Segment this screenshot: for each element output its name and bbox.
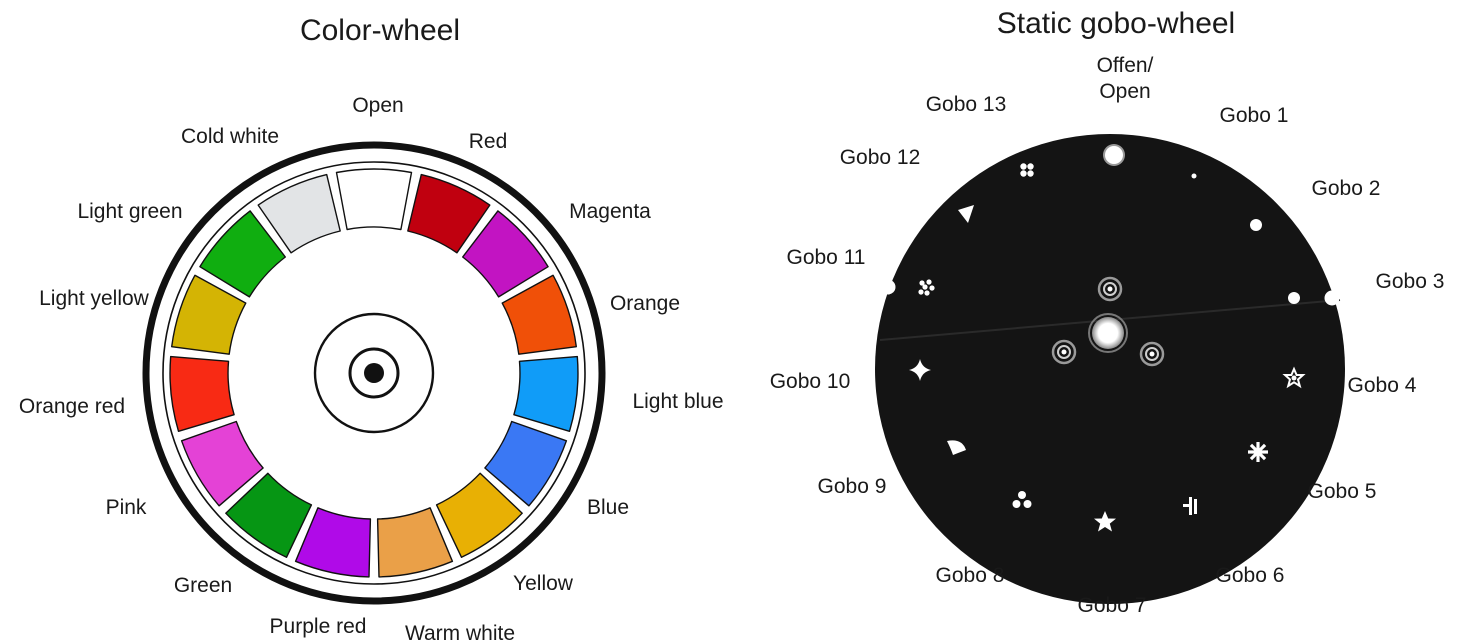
color-slot-warm-white <box>376 507 454 578</box>
color-slot-yellow <box>435 472 523 558</box>
color-label-light-green: Light green <box>77 200 182 223</box>
gobo-label-0: Offen/Open <box>1097 54 1154 103</box>
color-slot-light-blue <box>513 355 579 432</box>
color-slot-green <box>225 472 313 558</box>
gobo-8-three-dots-icon <box>1012 491 1032 508</box>
color-slots <box>169 168 579 578</box>
gobo-3-edge-dot-icon <box>1324 290 1340 306</box>
color-label-orange: Orange <box>610 292 680 315</box>
screw-top-icon <box>1097 276 1123 302</box>
center-lens-rim <box>1088 313 1128 353</box>
color-slot-purple-red <box>294 507 372 578</box>
color-slot-pink <box>180 420 264 507</box>
gobo-label-line: Gobo 7 <box>1078 594 1147 617</box>
color-slot-blue <box>484 420 568 507</box>
color-label-green: Green <box>174 574 232 597</box>
hub-inner-ring <box>348 347 400 399</box>
color-label-magenta: Magenta <box>569 200 651 223</box>
color-slot-magenta <box>462 210 549 298</box>
color-label-open: Open <box>352 94 403 117</box>
gobo-0-open-dot-icon <box>1103 144 1125 166</box>
gobo-label-line: Gobo 10 <box>770 370 851 393</box>
gobo-wheel-title: Static gobo-wheel <box>997 7 1235 40</box>
color-label-orange-red: Orange red <box>19 395 125 418</box>
color-label-light-blue: Light blue <box>632 390 723 413</box>
color-slot-light-yellow <box>171 274 247 355</box>
gobo-icons <box>880 144 1340 532</box>
gobo-label-8: Gobo 8 <box>936 564 1005 587</box>
gobo-label-line: Gobo 8 <box>936 564 1005 587</box>
gobo-label-line: Offen/ <box>1097 54 1154 77</box>
gobo-label-line: Gobo 1 <box>1220 104 1289 127</box>
gobo-label-line: Gobo 13 <box>926 93 1007 116</box>
color-label-cold-white: Cold white <box>181 125 279 148</box>
gobo-11-edge-dot-icon <box>880 279 896 295</box>
gobo-13-four-dots-icon <box>1020 163 1034 177</box>
gobo-label-line: Open <box>1099 80 1150 103</box>
gobo-label-line: Gobo 2 <box>1312 177 1381 200</box>
gobo-label-2: Gobo 2 <box>1312 177 1381 200</box>
hub-center-dot <box>364 363 384 383</box>
gobo-label-6: Gobo 6 <box>1216 564 1285 587</box>
color-slot-light-green <box>199 210 286 298</box>
color-slot-cold-white <box>257 173 341 254</box>
color-slot-red <box>407 173 491 254</box>
screw-right-icon <box>1139 341 1165 367</box>
gobo-label-line: Gobo 12 <box>840 146 921 169</box>
color-slot-orange <box>501 274 577 355</box>
color-label-pink: Pink <box>106 496 147 519</box>
gobo-label-9: Gobo 9 <box>818 475 887 498</box>
color-label-purple-red: Purple red <box>270 615 367 638</box>
color-slot-open <box>335 168 413 231</box>
gobo-label-10: Gobo 10 <box>770 370 851 393</box>
color-label-light-yellow: Light yellow <box>39 287 150 310</box>
screw-left-icon <box>1051 339 1077 365</box>
color-labels: Open Red Magenta Orange Light blue Blue Yellow… <box>19 94 724 642</box>
gobo-9-leaf-icon <box>947 440 966 455</box>
gobo-labels: Offen/Open Gobo 1 Gobo 2 Gobo 3 Gobo 4 Gobo 5… <box>770 54 1445 617</box>
color-label-warm-white: Warm white <box>405 622 515 642</box>
gobo-1-small-dot-icon <box>1191 173 1197 179</box>
color-label-yellow: Yellow <box>513 572 574 595</box>
gobo-label-12: Gobo 12 <box>840 146 921 169</box>
gobo-label-3: Gobo 3 <box>1376 270 1445 293</box>
gobo-10-four-point-star-icon <box>909 359 931 381</box>
gobo-label-line: Gobo 4 <box>1348 374 1417 397</box>
gobo-label-13: Gobo 13 <box>926 93 1007 116</box>
gobo-label-11: Gobo 11 <box>786 246 865 269</box>
center-lens-icon <box>1092 317 1124 349</box>
gobo-12-triangle-icon <box>958 205 974 223</box>
gobo-11-dot-cluster-icon <box>880 279 935 296</box>
gobo-label-5: Gobo 5 <box>1308 480 1377 503</box>
gobo-label-1: Gobo 1 <box>1220 104 1289 127</box>
gobo-label-4: Gobo 4 <box>1348 374 1417 397</box>
gobo-label-line: Gobo 5 <box>1308 480 1377 503</box>
gobo-label-line: Gobo 9 <box>818 475 887 498</box>
gobo-6-bars-icon <box>1183 497 1197 515</box>
gobo-2-dot-icon <box>1250 219 1262 231</box>
color-wheel-title: Color-wheel <box>300 14 460 47</box>
gobo-label-line: Gobo 6 <box>1216 564 1285 587</box>
color-label-red: Red <box>469 130 508 153</box>
center-hub <box>1051 276 1165 367</box>
gobo-label-7: Gobo 7 <box>1078 594 1147 617</box>
hub-outer-ring <box>313 312 435 434</box>
gobo-label-line: Gobo 11 <box>786 246 865 269</box>
gobo-7-star-icon <box>1094 511 1116 532</box>
gobo-label-line: Gobo 3 <box>1376 270 1445 293</box>
gobo-5-asterisk-icon <box>1248 442 1268 462</box>
color-slot-orange-red <box>169 355 235 432</box>
gobo-4-star-outline-icon <box>1282 366 1306 389</box>
color-label-blue: Blue <box>587 496 629 519</box>
gobo-wheel-disc <box>875 134 1345 604</box>
gobo-3-dot-icon <box>1288 290 1340 306</box>
